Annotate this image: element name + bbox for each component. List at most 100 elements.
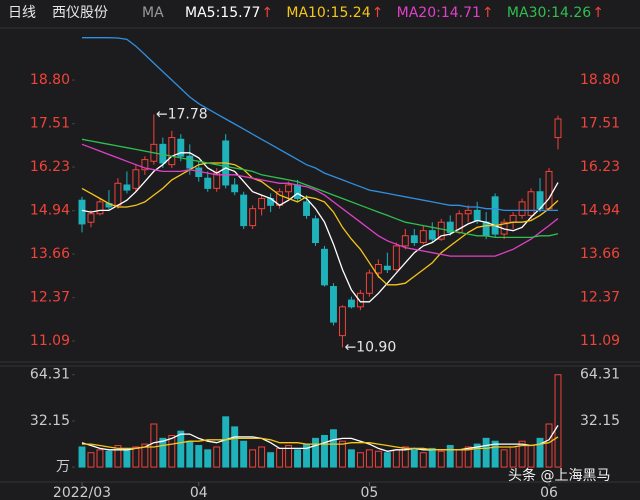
volume-bar bbox=[312, 437, 319, 468]
candle-body bbox=[231, 184, 239, 193]
candle-body bbox=[96, 201, 104, 215]
period[interactable]: 日线 bbox=[8, 5, 36, 21]
volume-bar bbox=[231, 426, 239, 468]
volume-bar bbox=[500, 449, 508, 468]
y-tick-label: 17.51 bbox=[30, 116, 70, 132]
ma-label[interactable]: MA bbox=[142, 5, 164, 21]
candle-body bbox=[123, 184, 131, 191]
candle-body bbox=[545, 170, 553, 210]
legend-arrow: ↑ bbox=[261, 5, 273, 21]
volume-bar bbox=[114, 445, 122, 468]
x-tick-label: 2022/03 bbox=[53, 485, 111, 500]
volume-bar bbox=[536, 437, 544, 468]
legend-arrow: ↑ bbox=[592, 5, 604, 21]
volume-bar bbox=[78, 446, 86, 468]
volume-bar bbox=[356, 452, 364, 468]
high-annotation: ←17.78 bbox=[156, 107, 208, 123]
y-tick-label-right: 12.37 bbox=[580, 290, 620, 306]
volume-bar bbox=[473, 443, 481, 468]
candle-body bbox=[338, 306, 346, 337]
candle-body bbox=[321, 248, 328, 286]
ma-line bbox=[82, 37, 558, 212]
candle-body bbox=[303, 201, 310, 216]
candle-body bbox=[294, 184, 302, 200]
legend-entry: MA10:15.24 bbox=[286, 5, 370, 21]
volume-bar bbox=[527, 445, 535, 468]
volume-bar bbox=[518, 440, 526, 468]
candle-body bbox=[437, 221, 445, 240]
y-tick-label: 11.09 bbox=[30, 333, 70, 349]
y-tick-label-right: 14.94 bbox=[580, 203, 620, 219]
y-tick-label-right: 18.80 bbox=[580, 72, 620, 88]
volume-bar bbox=[159, 437, 167, 468]
candle-body bbox=[240, 194, 248, 227]
candle-body bbox=[518, 201, 526, 216]
candle-body bbox=[356, 292, 364, 308]
volume-tick-label: 64.31 bbox=[30, 367, 70, 383]
volume-bar bbox=[455, 449, 463, 468]
volume-bar bbox=[464, 446, 472, 468]
candle-body bbox=[78, 199, 86, 225]
volume-bar bbox=[285, 445, 293, 468]
volume-bar bbox=[509, 446, 517, 468]
candle-body bbox=[554, 118, 562, 139]
volume-bar bbox=[177, 430, 185, 468]
candle-body bbox=[446, 221, 454, 233]
candle-body bbox=[491, 196, 499, 235]
volume-bar bbox=[222, 416, 230, 468]
volume-ma-line bbox=[82, 436, 559, 451]
legend-entry: MA30:14.26 bbox=[507, 5, 591, 21]
volume-bar bbox=[347, 449, 355, 468]
volume-tick-label-right: 32.15 bbox=[580, 413, 620, 429]
candle-body bbox=[419, 230, 427, 244]
volume-bar bbox=[482, 437, 490, 468]
ma-line bbox=[81, 138, 559, 239]
y-tick-label-right: 11.09 bbox=[580, 333, 620, 349]
candle-body bbox=[392, 245, 400, 271]
volume-bar bbox=[195, 445, 203, 468]
volume-bar bbox=[419, 452, 427, 468]
candle-body bbox=[114, 182, 122, 206]
candle-body bbox=[132, 169, 140, 189]
low-annotation: ←10.90 bbox=[344, 339, 396, 355]
candle-body bbox=[374, 264, 382, 274]
price-panel bbox=[78, 37, 562, 348]
x-tick-label: 05 bbox=[360, 485, 378, 500]
volume-bar bbox=[446, 445, 454, 468]
candle-body bbox=[141, 159, 149, 171]
x-tick-label: 06 bbox=[540, 485, 558, 500]
volume-bar bbox=[330, 429, 337, 468]
volume-bar bbox=[374, 450, 382, 468]
volume-bar bbox=[150, 423, 158, 468]
volume-bar bbox=[383, 452, 391, 468]
volume-bar bbox=[258, 446, 266, 468]
volume-bar bbox=[437, 450, 445, 468]
candle-body bbox=[509, 214, 517, 223]
candle-body bbox=[312, 218, 319, 244]
legend-arrow: ↑ bbox=[372, 5, 384, 21]
volume-tick-label: 万 bbox=[56, 459, 70, 475]
candle-body bbox=[186, 155, 194, 169]
volume-bar bbox=[276, 447, 284, 468]
volume-bar bbox=[96, 449, 104, 468]
ma-line bbox=[81, 152, 559, 303]
y-tick-label: 16.23 bbox=[30, 159, 70, 175]
candle-body bbox=[285, 184, 293, 193]
ma-line bbox=[81, 143, 559, 257]
candle-body bbox=[527, 191, 535, 216]
stock-name[interactable]: 西仪股份 bbox=[52, 5, 108, 21]
volume-bar bbox=[204, 449, 212, 468]
volume-bar bbox=[213, 446, 221, 468]
y-tick-label-right: 13.66 bbox=[580, 246, 620, 262]
volume-bar bbox=[428, 447, 436, 468]
candle-body bbox=[168, 137, 176, 166]
volume-bar bbox=[249, 449, 257, 468]
legend-arrow: ↑ bbox=[482, 5, 494, 21]
volume-bar bbox=[240, 440, 248, 468]
volume-bar bbox=[186, 440, 194, 468]
volume-bar bbox=[338, 440, 346, 468]
volume-bar bbox=[392, 449, 400, 468]
volume-bar bbox=[267, 452, 275, 468]
